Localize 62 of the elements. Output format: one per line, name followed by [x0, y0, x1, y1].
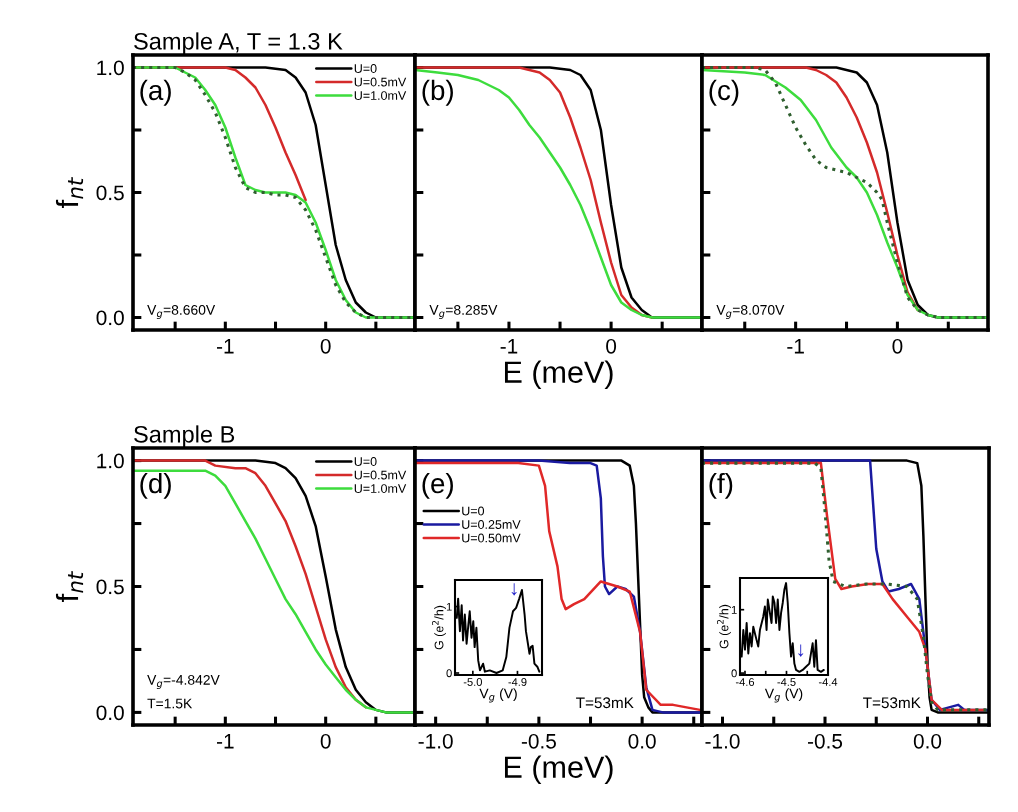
legend-label: U=1.0mV	[354, 484, 407, 493]
y-axis-title: f$_{nt}$	[55, 177, 84, 208]
y-tick-label: 0.5	[96, 185, 124, 201]
annotation: V$_{g}$=-4.842V	[147, 674, 220, 689]
chart-title: Sample A, T = 1.3 K	[134, 32, 343, 55]
x-tick-label: -1	[216, 339, 234, 354]
x-tick-label: 0.0	[913, 733, 942, 749]
annotation: T=53mK	[863, 697, 921, 709]
chart-title: Sample B	[134, 425, 235, 448]
x-tick-label: -1	[500, 339, 518, 354]
y-tick-label: 0.0	[96, 310, 124, 326]
x-axis-title: E (meV)	[504, 360, 613, 389]
annotation: T=53mK	[576, 697, 634, 709]
legend-label: U=0.25mV	[462, 520, 521, 529]
x-tick-label: -4.9	[508, 678, 527, 686]
x-tick-label: 0.0	[628, 733, 656, 749]
legend-label: U=0.5mV	[354, 77, 407, 87]
annotation: ↓	[511, 583, 517, 596]
annotation: (e)	[422, 472, 453, 499]
x-tick-label: -1.0	[418, 733, 453, 749]
legend-label: U=0	[354, 64, 377, 73]
annotation: (d)	[140, 472, 171, 499]
x-tick-label: 0	[320, 338, 331, 354]
annotation: (c)	[709, 79, 739, 106]
y-axis-title: f$_{nt}$	[55, 571, 84, 602]
legend-label: U=0.5mV	[354, 470, 407, 480]
annotation: T=1.5K	[147, 698, 193, 709]
legend-label: U=0.50mV	[462, 533, 521, 543]
x-tick-label: 0	[320, 733, 331, 749]
x-tick-label: -0.5	[521, 733, 556, 749]
legend-label: U=0	[462, 506, 485, 516]
legend-label: U=0	[354, 457, 377, 466]
annotation: (f)	[709, 472, 733, 499]
annotation: V$_{g}$=8.070V	[716, 304, 785, 319]
x-axis-title: V$_{g}$ (V)	[764, 688, 803, 703]
y-tick-label: 0.5	[96, 579, 124, 595]
x-tick-label: -4.6	[735, 678, 755, 686]
x-tick-label: -4.4	[818, 678, 838, 686]
y-tick-label: 0.0	[96, 705, 124, 721]
line-series	[740, 582, 825, 673]
x-tick-label: 0	[892, 338, 903, 354]
y-tick-label: 1.0	[97, 60, 124, 76]
x-tick-label: -5.0	[463, 678, 482, 686]
annotation: (a)	[140, 79, 171, 106]
annotation: (b)	[422, 79, 453, 106]
annotation: V$_{g}$=8.285V	[429, 304, 498, 319]
annotation: ↓	[798, 644, 804, 657]
y-tick-label: 1.0	[97, 453, 124, 469]
y-axis-title: G (e$^{2}$/h)	[717, 604, 731, 649]
x-tick-label: -4.5	[777, 678, 796, 686]
y-tick-label: 1	[446, 602, 452, 611]
annotation: V$_{g}$=8.660V	[147, 304, 216, 319]
legend-label: U=1.0mV	[354, 91, 407, 100]
x-axis-title: V$_{g}$ (V)	[479, 688, 517, 703]
x-tick-label: -0.5	[807, 733, 843, 749]
x-tick-label: -1	[787, 339, 804, 354]
x-tick-label: 0	[606, 338, 617, 354]
x-tick-label: -1	[216, 734, 234, 749]
y-tick-label: 1	[731, 606, 737, 614]
x-axis-title: E (meV)	[504, 755, 613, 784]
y-axis-title: G (e$^{2}$/h)	[432, 605, 446, 650]
x-tick-label: -1.0	[705, 733, 740, 749]
